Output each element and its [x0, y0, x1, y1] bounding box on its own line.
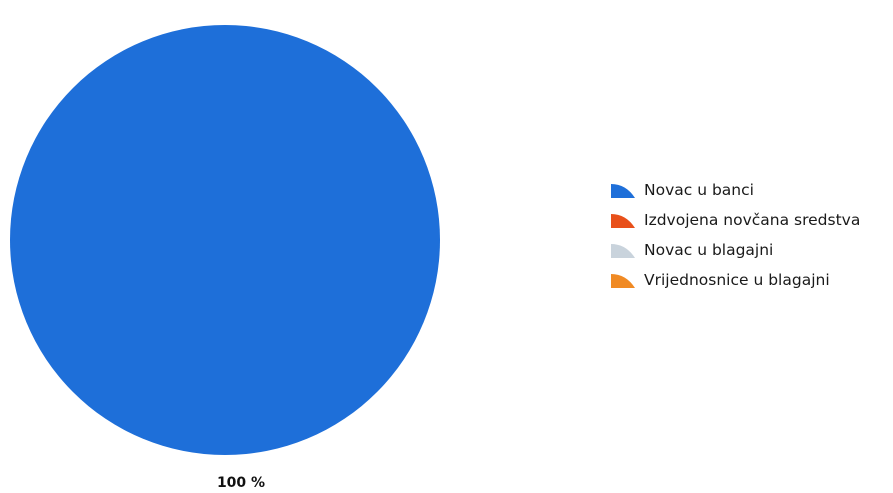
- chart-legend: Novac u banci Izdvojena novčana sredstva…: [610, 175, 890, 295]
- legend-label: Novac u banci: [644, 181, 754, 199]
- legend-label: Novac u blagajni: [644, 241, 774, 259]
- pie-slice-0: [10, 25, 440, 455]
- legend-item-vrijednosnice-u-blagajni: Vrijednosnice u blagajni: [610, 265, 890, 295]
- legend-swatch-icon: [611, 184, 635, 198]
- legend-label: Vrijednosnice u blagajni: [644, 271, 830, 289]
- legend-label: Izdvojena novčana sredstva: [644, 211, 861, 229]
- legend-item-izdvojena-novcana-sredstva: Izdvojena novčana sredstva: [610, 205, 890, 235]
- slice-value-label: 100 %: [216, 475, 266, 491]
- legend-item-novac-u-banci: Novac u banci: [610, 175, 890, 205]
- legend-item-novac-u-blagajni: Novac u blagajni: [610, 235, 890, 265]
- legend-swatch-icon: [611, 214, 635, 228]
- pie-slices: [10, 25, 440, 455]
- legend-swatch-icon: [611, 244, 635, 258]
- legend-swatch-icon: [611, 274, 635, 288]
